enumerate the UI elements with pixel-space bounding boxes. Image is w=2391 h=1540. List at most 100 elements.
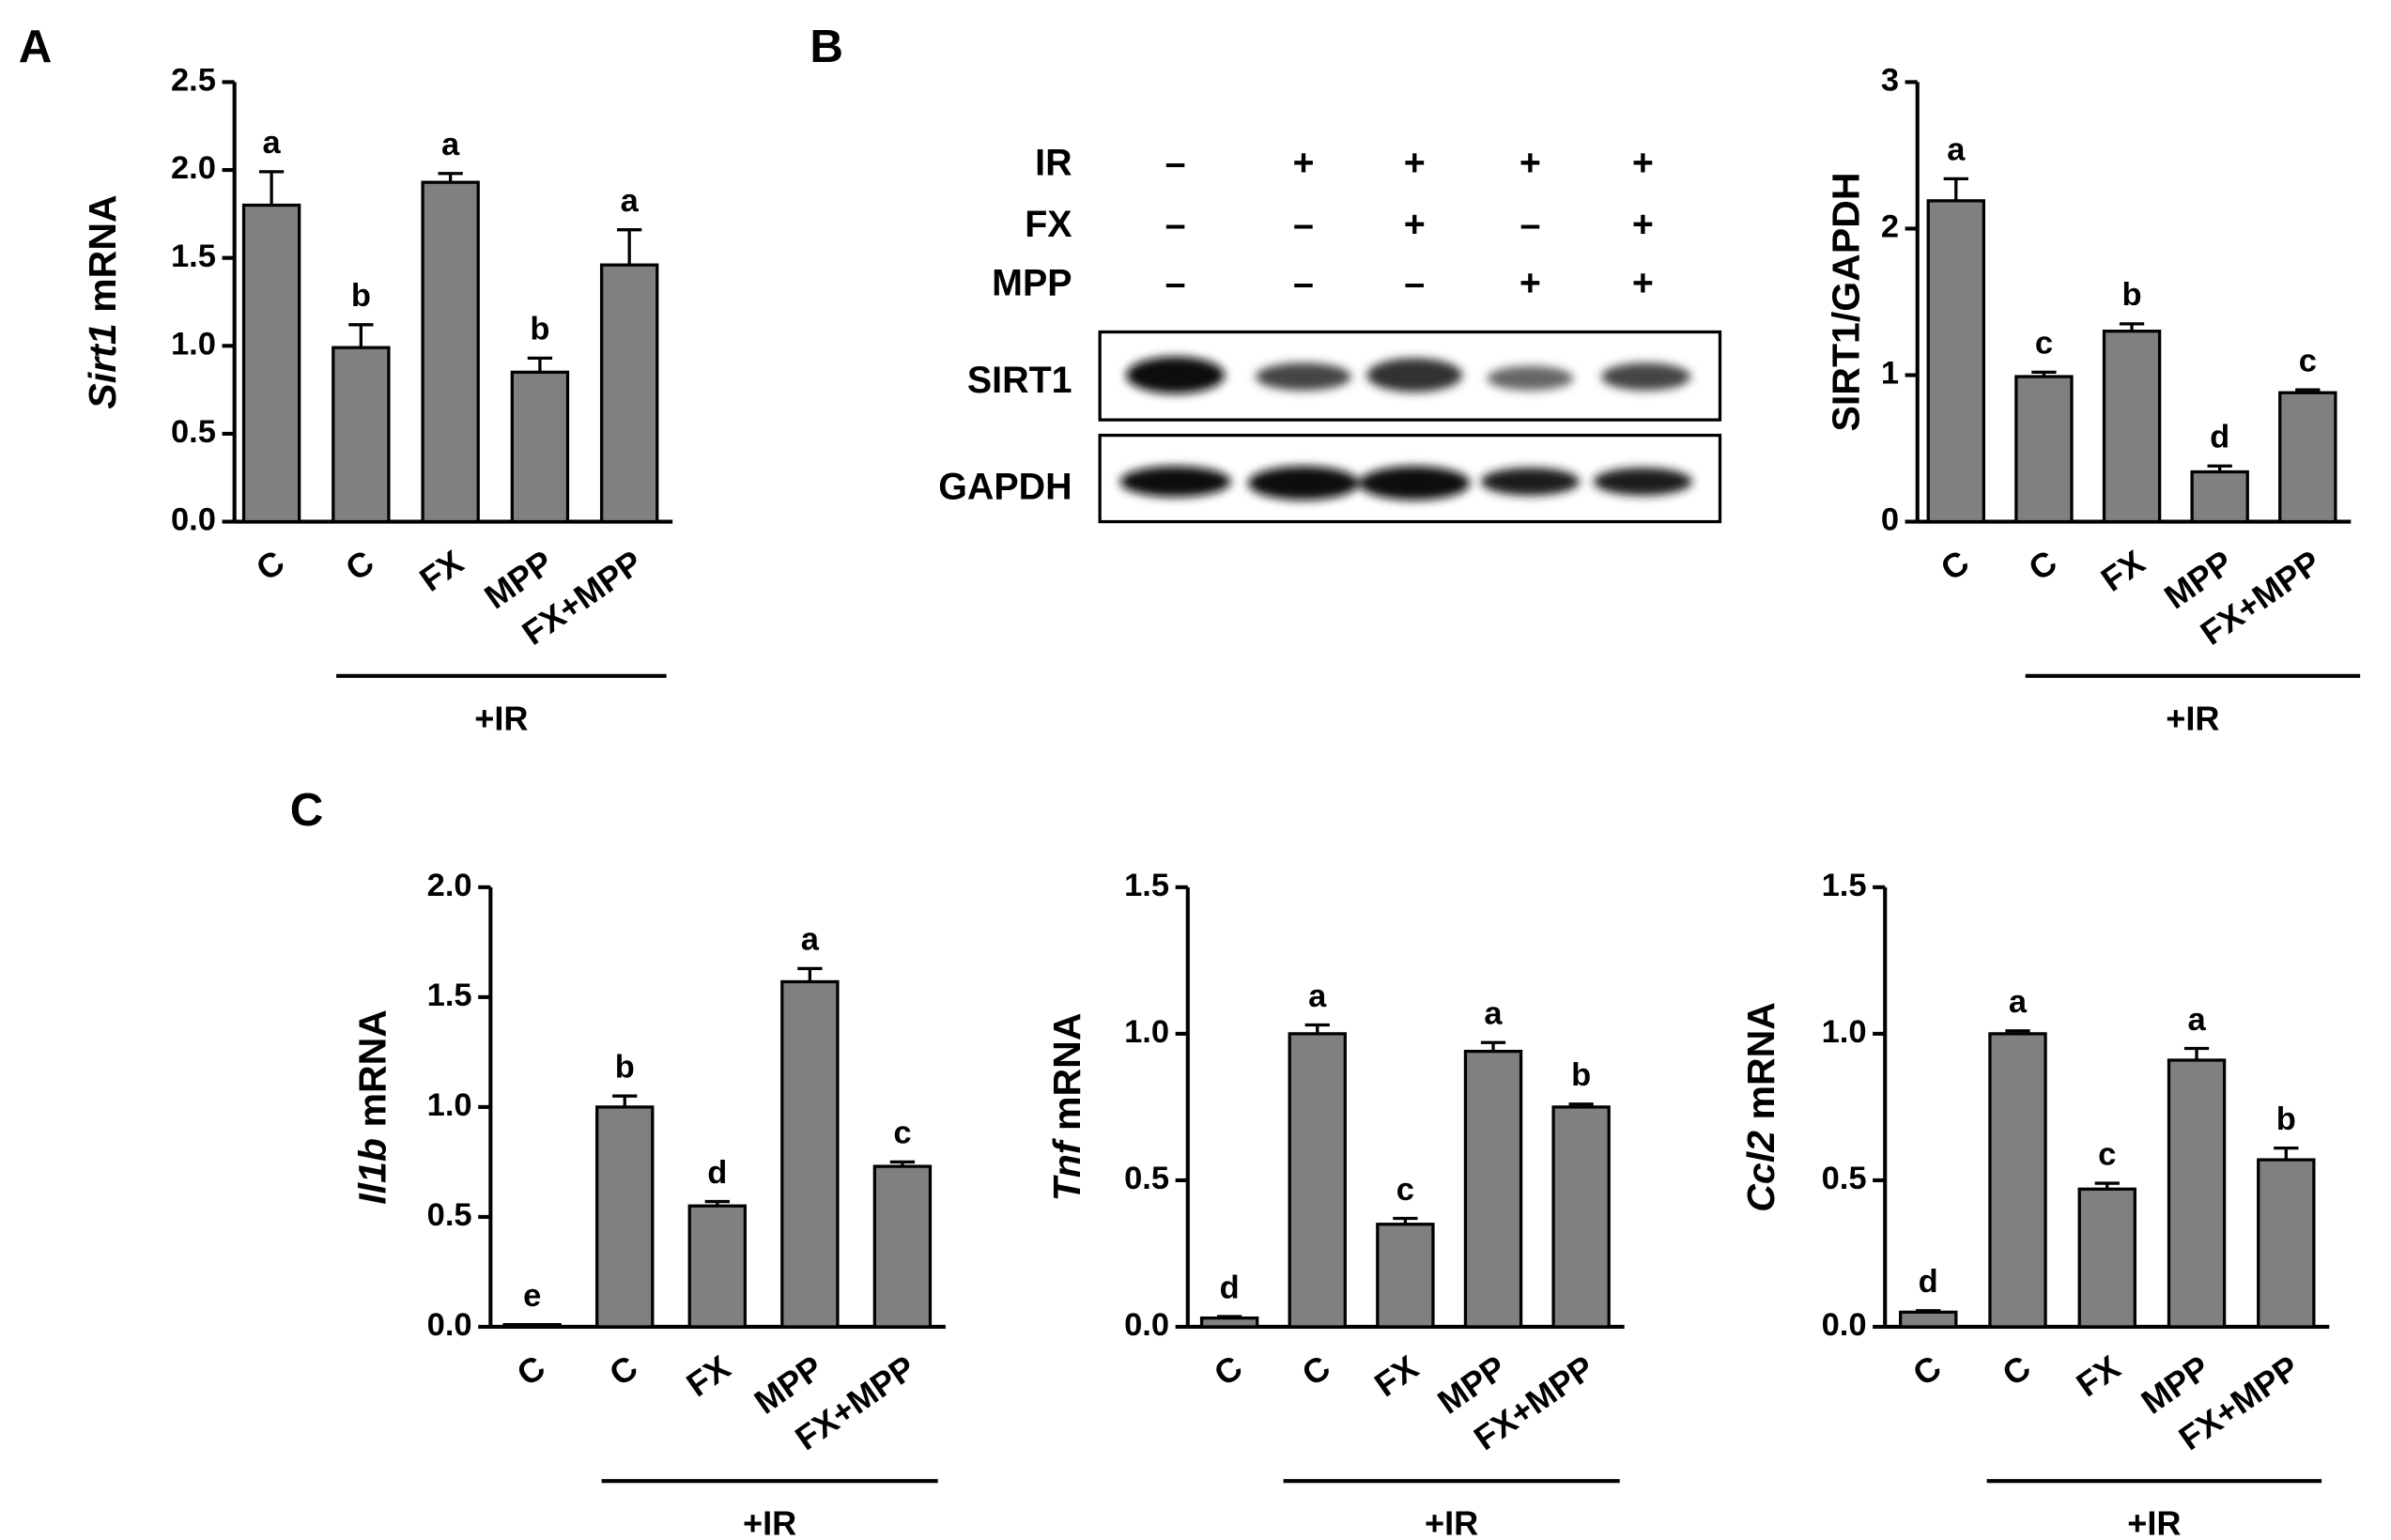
significance-letter: a <box>1308 978 1327 1014</box>
band <box>1119 466 1231 498</box>
condition-label: MPP <box>992 263 1072 304</box>
bar <box>2257 1158 2316 1329</box>
x-tick-label: C <box>602 1348 644 1394</box>
bar <box>421 180 480 524</box>
bar <box>2167 1058 2227 1329</box>
y-axis-label: Sirt1 mRNA <box>81 194 124 408</box>
x-tick-label: FX <box>679 1348 736 1404</box>
error-bar <box>527 356 553 373</box>
condition-sign: + <box>1519 143 1541 184</box>
condition-label: FX <box>1025 204 1072 245</box>
x-tick-label: FX <box>2069 1348 2126 1404</box>
x-tick-label: C <box>1207 1348 1249 1394</box>
y-tick-label: 1.5 <box>1124 868 1169 903</box>
significance-letter: a <box>801 922 820 958</box>
band <box>1366 358 1463 393</box>
y-axis-label-gene: Ccl2 <box>1739 1131 1782 1212</box>
bar <box>2190 470 2249 524</box>
bar <box>1463 1049 1523 1329</box>
x-tick-label: C <box>2022 543 2064 589</box>
bar <box>599 263 659 524</box>
error-bar <box>617 228 642 266</box>
condition-sign: – <box>1165 143 1186 184</box>
significance-letter: e <box>523 1278 541 1314</box>
bar <box>595 1105 655 1329</box>
error-bar <box>1393 1216 1418 1224</box>
y-tick-label: 3 <box>1881 63 1899 99</box>
panel-label: A <box>19 21 53 72</box>
y-axis-label-gene: Tnf <box>1045 1137 1088 1201</box>
x-tick-label: C <box>1905 1348 1948 1394</box>
significance-letter: a <box>1947 132 1966 168</box>
bands <box>1119 356 1692 500</box>
band <box>1359 466 1471 500</box>
significance-letter: c <box>1396 1172 1414 1208</box>
significance-letter: b <box>530 312 549 347</box>
condition-sign: + <box>1632 263 1654 304</box>
significance-letter: a <box>1484 996 1503 1032</box>
panel-label: C <box>290 784 324 836</box>
bar <box>241 203 301 524</box>
error-bar <box>1943 177 1968 201</box>
y-tick-label: 0.0 <box>1822 1307 1867 1343</box>
y-axis-label-text: SIRT1/GAPDH <box>1824 172 1867 431</box>
condition-sign: + <box>1632 143 1654 184</box>
bar <box>1199 1316 1259 1329</box>
bar <box>332 346 391 524</box>
y-axis-label: SIRT1/GAPDH <box>1824 172 1867 431</box>
error-bar <box>2183 1046 2210 1060</box>
protein-label: SIRT1 <box>967 360 1072 401</box>
error-bar <box>1480 1040 1506 1052</box>
group-label: +IR <box>2127 1504 2181 1540</box>
condition-label: IR <box>1035 143 1072 184</box>
y-axis-label: Ccl2 mRNA <box>1739 1002 1782 1212</box>
bar <box>1376 1223 1435 1329</box>
significance-letter: d <box>707 1155 727 1191</box>
significance-letter: c <box>2299 343 2317 378</box>
band <box>1487 365 1574 391</box>
y-tick-label: 2 <box>1881 209 1899 245</box>
error-bar <box>2119 322 2145 331</box>
y-axis-label-gene: Sirt1 <box>81 323 124 408</box>
significance-letter: b <box>1571 1057 1591 1093</box>
significance-letter: c <box>893 1116 911 1151</box>
error-bar <box>258 170 285 206</box>
error-bar <box>2207 464 2232 472</box>
error-bar <box>438 172 463 183</box>
error-bar <box>2031 370 2057 377</box>
y-tick-label: 0 <box>1881 502 1899 538</box>
bar <box>1926 199 1986 524</box>
significance-letter: a <box>263 125 282 161</box>
group-label: +IR <box>474 699 528 737</box>
condition-sign: – <box>1165 204 1186 245</box>
y-tick-label: 1.0 <box>427 1087 472 1123</box>
condition-sign: – <box>1404 263 1425 304</box>
x-tick-label: C <box>249 543 291 589</box>
bar <box>1988 1032 2047 1329</box>
error-bar <box>1216 1315 1242 1318</box>
error-bar <box>2094 1181 2120 1190</box>
x-tick-label: C <box>510 1348 552 1394</box>
error-bar <box>612 1094 638 1107</box>
condition-sign: – <box>1519 204 1540 245</box>
y-tick-label: 1.0 <box>171 326 216 362</box>
y-axis-label-unit: mRNA <box>81 194 124 312</box>
y-axis-label-gene: Il1b <box>351 1138 394 1205</box>
bar <box>510 370 570 524</box>
y-tick-label: 1.5 <box>427 978 472 1013</box>
y-tick-label: 0.5 <box>1124 1161 1169 1196</box>
error-bar <box>1568 1102 1594 1107</box>
y-tick-label: 2.0 <box>427 868 472 903</box>
error-bar <box>348 323 374 348</box>
bar <box>2102 330 2162 524</box>
x-tick-label: C <box>1996 1348 2038 1394</box>
significance-letter: a <box>2009 984 2028 1020</box>
condition-sign: + <box>1632 204 1654 245</box>
significance-letter: b <box>2276 1101 2296 1137</box>
y-tick-label: 2.5 <box>171 63 216 99</box>
significance-letter: a <box>2187 1002 2206 1038</box>
bar <box>780 979 840 1329</box>
y-tick-label: 0.5 <box>1822 1161 1867 1196</box>
condition-sign: + <box>1519 263 1541 304</box>
error-bar <box>1916 1309 1941 1313</box>
